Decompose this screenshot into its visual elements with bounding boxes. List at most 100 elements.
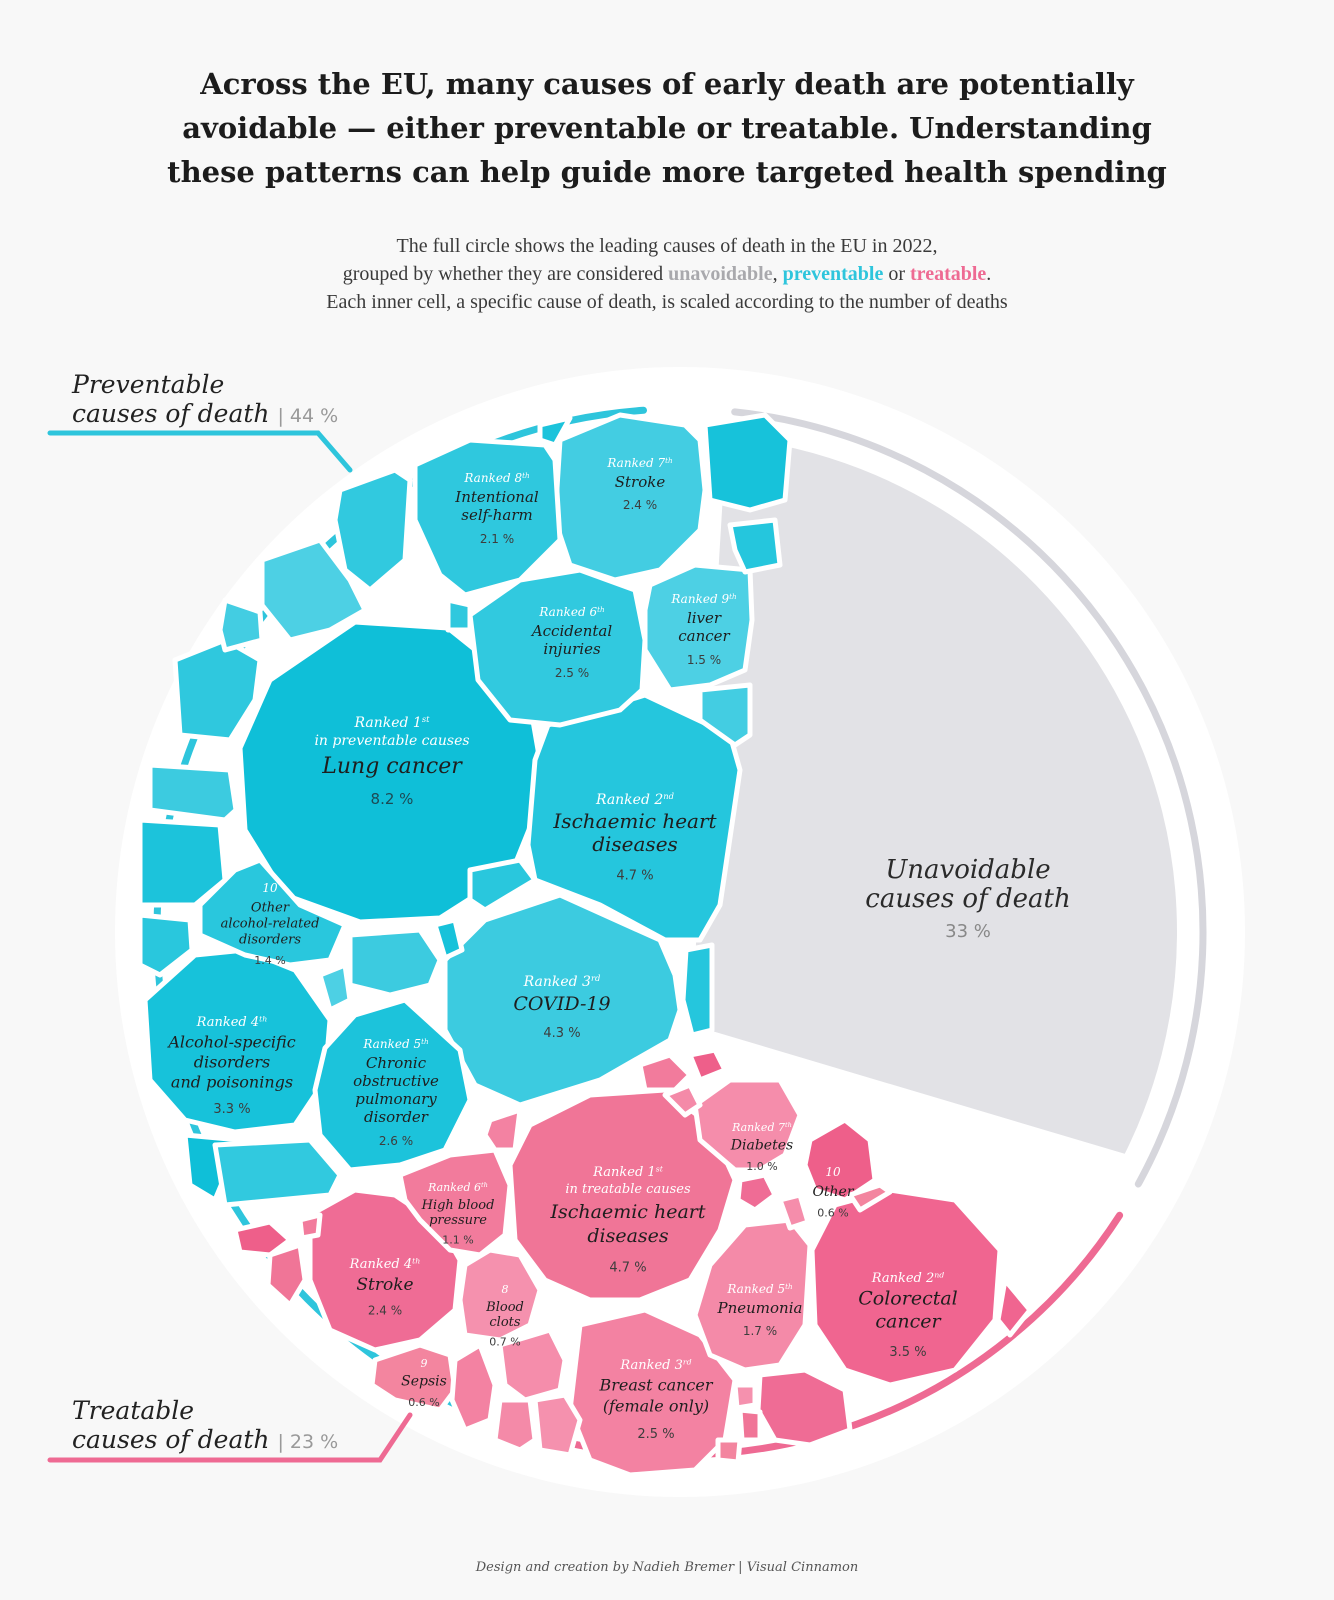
rank-text: Ranked 5th [726, 1282, 792, 1296]
label-copd: Ranked 5th Chronicobstructivepulmonarydis… [353, 1037, 439, 1148]
rank-sub-text: in preventable causes [314, 733, 469, 749]
credit: Design and creation by Nadieh Bremer | V… [475, 1560, 859, 1575]
cause-name-line: Colorectal [858, 1288, 958, 1310]
label-preventable-line-2: causes of death | 44 % [72, 399, 338, 431]
cell-pneumonia [692, 1217, 813, 1373]
cause-name-line: Stroke [356, 1275, 413, 1295]
rank-suffix: th [729, 592, 737, 601]
label-preventable-pct: | 44 % [277, 405, 339, 427]
cause-name-line: Blood [485, 1300, 524, 1315]
subtitle-sep-1: , [772, 263, 783, 285]
rank-text: Ranked 9th [670, 592, 736, 606]
cell-treat-cell-b [497, 1327, 568, 1403]
cause-pct: 3.3 % [213, 1102, 250, 1117]
rank-text: Ranked 4th [196, 1014, 268, 1030]
cause-pct: 3.5 % [889, 1345, 926, 1360]
title-line-2: avoidable — either preventable or treata… [182, 111, 1152, 145]
cell-sepsis [369, 1342, 458, 1413]
cell-liver-cancer [642, 562, 755, 693]
label-treatable-line-1: Treatable [72, 1396, 195, 1425]
cause-pct: 2.6 % [379, 1134, 413, 1148]
cell-prev-cell-g [137, 817, 228, 908]
cause-name-line: disorder [364, 1108, 429, 1126]
cell-treat-cell-j [847, 1182, 893, 1213]
cause-pct: 8.2 % [371, 790, 414, 808]
subtitle-line-1: The full circle shows the leading causes… [396, 235, 938, 257]
rank-text: 10 [262, 881, 278, 895]
cause-pct: 0.7 % [489, 1336, 520, 1349]
subtitle-line-3: Each inner cell, a specific cause of dea… [326, 291, 1008, 313]
cause-name-line: Sepsis [401, 1374, 447, 1390]
rank-text: Ranked 6th [538, 605, 604, 619]
rank-text: Ranked 1st [592, 1164, 664, 1180]
cause-name-line: Accidental [530, 622, 613, 640]
cell-prev-cell-m [317, 962, 353, 1013]
cause-name-line: cancer [875, 1311, 942, 1333]
keyword-treatable: treatable [910, 263, 987, 285]
cause-name-line: Pneumonia [717, 1299, 803, 1317]
cell-treat-cell-k [735, 1172, 778, 1213]
label-treatable-line-2-text: causes of death [72, 1425, 270, 1454]
rank-suffix: th [665, 456, 673, 465]
cause-name-line: Stroke [615, 473, 666, 491]
cause-name-line: COVID-19 [513, 993, 610, 1015]
cause-pct: 4.7 % [609, 1260, 646, 1275]
cause-name-line: disorders [194, 1053, 270, 1072]
cause-pct: 4.3 % [543, 1026, 580, 1041]
rank-suffix: th [421, 1037, 429, 1046]
rank-text: Ranked 2nd [595, 791, 675, 808]
cell-prev-cell-n [680, 942, 715, 1038]
cause-name-line: Other [251, 901, 290, 916]
unavoidable-line-2: causes of death [865, 884, 1070, 914]
cell-breast-cancer [567, 1307, 738, 1478]
label-covid-19: Ranked 3rd COVID-19 4.3 % [513, 973, 610, 1041]
cause-pct: 2.4 % [623, 498, 657, 512]
rank-suffix: st [656, 1164, 664, 1173]
cell-labels: Ranked 1st in preventable causes Lung canc… [166, 456, 1070, 1442]
cell-treat-cell-p [662, 1082, 703, 1118]
cause-pct: 1.4 % [254, 954, 285, 967]
cause-name-line: Ischaemic heart [549, 1201, 705, 1223]
preventable-cells [137, 412, 793, 1208]
cause-name-line: Other [812, 1184, 854, 1200]
cell-treat-cell-a [449, 1342, 498, 1433]
cell-stroke-prev [552, 412, 708, 583]
cell-prev-cell-a [702, 412, 793, 513]
cell-treat-cell-m [482, 1107, 523, 1153]
rank-text: 8 [502, 1283, 509, 1296]
cause-name-line: pulmonary [355, 1090, 437, 1108]
cause-pct: 1.0 % [746, 1160, 777, 1173]
label-pneumonia: Ranked 5th Pneumonia 1.7 % [717, 1282, 803, 1338]
cell-diabetes [692, 1077, 803, 1173]
subtitle-end: . [986, 263, 992, 285]
rank-suffix: rd [683, 1357, 692, 1366]
unavoidable-line-1: Unavoidable [885, 855, 1050, 885]
rank-text: Ranked 8th [463, 471, 529, 485]
cause-name-line: and poisonings [171, 1073, 293, 1092]
unavoidable-cell [685, 430, 1183, 1161]
label-treatable: Treatable causes of death | 23 % [72, 1396, 338, 1457]
label-breast-cancer: Ranked 3rd Breast cancer (female only) 2.5 … [598, 1357, 713, 1441]
label-lung-cancer: Ranked 1st in preventable causes Lung canc… [314, 714, 469, 808]
cell-treat-cell-r [737, 1407, 763, 1443]
rank-text: Ranked 3rd [619, 1357, 691, 1373]
unavoidable-sector [685, 430, 1183, 1161]
rank-suffix: rd [591, 973, 601, 983]
label-stroke-treat: Ranked 4th Stroke 2.4 % [349, 1256, 421, 1317]
cell-prev-cell-d [259, 537, 368, 643]
unavoidable-pct: 33 % [945, 921, 991, 942]
cell-covid-19 [442, 892, 683, 1108]
rank-text: Ranked 1st [354, 714, 431, 731]
cause-pct: 0.6 % [817, 1206, 848, 1219]
ring-unavoidable [731, 408, 1207, 1188]
cell-prev-cell-i [217, 597, 265, 653]
cause-name-line: Ischaemic heart [552, 809, 717, 833]
cause-name-line: self-harm [461, 506, 532, 524]
cause-pct: 1.7 % [743, 1324, 777, 1338]
